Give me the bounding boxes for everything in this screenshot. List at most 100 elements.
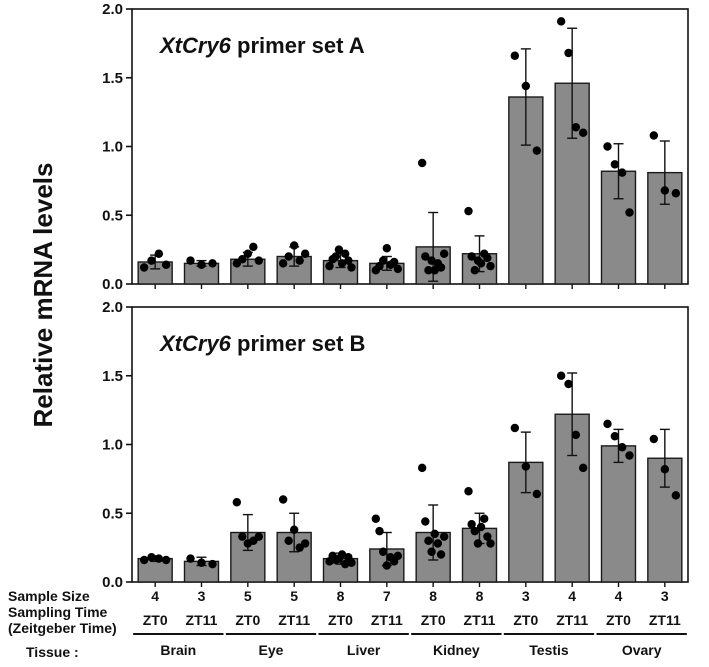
tissue-label: Eye <box>259 642 284 658</box>
data-point <box>617 168 627 177</box>
data-point <box>337 259 347 268</box>
sampling-time-value: ZT0 <box>235 612 260 628</box>
data-point <box>436 550 446 559</box>
data-point <box>578 463 588 473</box>
data-point <box>337 550 347 559</box>
sampling-time-value: ZT11 <box>186 612 218 628</box>
data-point <box>300 249 310 258</box>
data-point <box>424 536 433 545</box>
data-point <box>578 128 588 137</box>
data-point <box>571 123 581 132</box>
panel-title-text: primer set A <box>231 33 365 58</box>
panels: 0.0 0.5 1.0 1.5 2.0 XtCry6 primer set A 0.0 0.5… <box>102 1 689 591</box>
data-point <box>671 189 681 198</box>
data-point <box>470 266 479 275</box>
data-point <box>347 558 356 567</box>
data-point <box>483 532 492 541</box>
tissue-label: Ovary <box>622 642 662 658</box>
y-tick-label: 0.5 <box>102 505 123 522</box>
data-point <box>161 555 171 565</box>
panel-b: 0.0 0.5 1.0 1.5 2.0 XtCry6 primer set B <box>102 299 689 591</box>
data-point <box>232 498 242 507</box>
sample-size-value: 5 <box>244 588 252 604</box>
data-point <box>186 554 195 563</box>
data-point <box>382 561 392 570</box>
data-point <box>625 451 634 460</box>
sample-size-value: 4 <box>568 588 576 604</box>
data-point <box>393 551 403 561</box>
sample-size-value: 8 <box>476 588 484 604</box>
data-point <box>564 48 573 58</box>
data-point <box>571 430 581 440</box>
data-point <box>467 520 476 529</box>
y-tick-label: 0.5 <box>102 207 123 224</box>
data-point <box>556 17 566 26</box>
sampling-time-value: ZT0 <box>421 612 446 628</box>
data-point <box>238 255 247 264</box>
data-point <box>389 257 399 267</box>
data-point <box>186 256 195 265</box>
data-point <box>295 256 304 265</box>
data-point <box>436 263 446 272</box>
data-point <box>154 249 164 258</box>
data-point <box>439 532 449 541</box>
data-point <box>208 259 217 268</box>
data-point <box>649 434 659 444</box>
panel-title-gene: XtCry6 <box>158 33 232 58</box>
sampling-time-value: ZT11 <box>649 612 681 628</box>
sample-size-value: 5 <box>290 588 298 604</box>
y-tick-label: 0.0 <box>102 574 123 591</box>
data-point <box>603 419 612 429</box>
sampling-time-value: ZT11 <box>278 612 310 628</box>
y-tick-label: 2.0 <box>102 299 123 316</box>
data-point <box>603 142 612 151</box>
sampling-time-value: ZT11 <box>464 612 496 628</box>
sample-size-value: 4 <box>615 588 623 604</box>
data-point <box>427 256 436 265</box>
y-tick-label: 2.0 <box>102 1 123 18</box>
data-point <box>378 256 388 265</box>
panel-title: XtCry6 primer set B <box>158 331 365 356</box>
sampling-time-value: ZT0 <box>513 612 538 628</box>
sample-size-value: 3 <box>198 588 206 604</box>
data-point <box>660 186 670 195</box>
row-label-sampling-time: Sampling Time <box>8 604 108 620</box>
data-point <box>331 252 340 261</box>
panel-a: 0.0 0.5 1.0 1.5 2.0 XtCry6 primer set A <box>102 1 689 293</box>
row-label-tissue: Tissue : <box>26 644 79 660</box>
data-point <box>300 539 310 548</box>
data-point <box>610 432 620 441</box>
data-point <box>467 252 476 261</box>
sample-size-value: 8 <box>429 588 437 604</box>
data-point <box>347 263 356 272</box>
data-point <box>147 553 156 562</box>
data-point <box>139 555 149 565</box>
data-point <box>427 547 436 556</box>
data-point <box>521 81 531 91</box>
data-point <box>510 51 520 60</box>
data-point <box>433 539 443 548</box>
panel-title-gene: XtCry6 <box>158 331 232 356</box>
data-point <box>378 547 388 556</box>
sample-size-value: 4 <box>151 588 159 604</box>
data-point <box>464 487 473 496</box>
data-point <box>197 260 206 269</box>
y-tick-label: 0.0 <box>102 276 123 293</box>
data-point <box>254 256 264 265</box>
panel-title: XtCry6 primer set A <box>158 33 365 58</box>
data-point <box>421 252 430 261</box>
data-point <box>430 529 439 539</box>
data-point <box>341 559 350 569</box>
y-tick-label: 1.0 <box>102 437 123 454</box>
y-axis-label: Relative mRNA levels <box>28 163 58 428</box>
data-point <box>424 266 433 275</box>
sampling-time-value: ZT11 <box>556 612 588 628</box>
data-point <box>208 559 217 569</box>
data-point <box>617 443 627 452</box>
sampling-time-value: ZT0 <box>328 612 353 628</box>
data-point <box>556 371 566 380</box>
bar <box>600 445 637 583</box>
data-point <box>254 532 264 541</box>
data-point <box>278 495 288 504</box>
data-point <box>476 259 486 268</box>
